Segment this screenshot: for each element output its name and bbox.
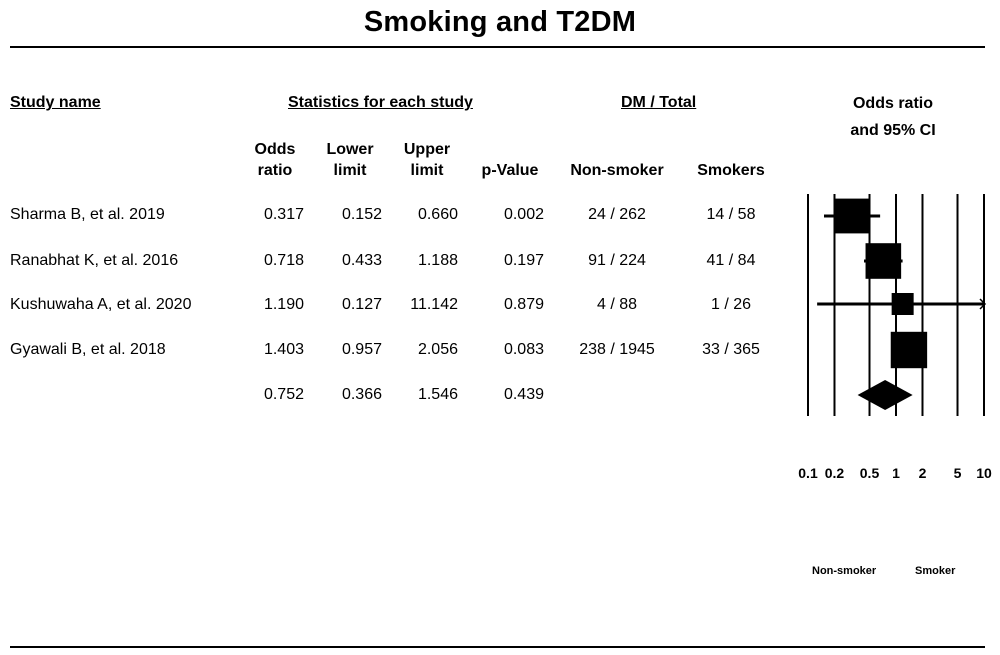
non-smoker-cell: 91 / 224 — [588, 252, 646, 269]
odds-ratio-column-header: Odds ratio — [245, 139, 305, 181]
forest-plot-marks — [817, 198, 987, 410]
smokers-column-header: Smokers — [697, 162, 765, 179]
odds-ratio-header-line1: Odds — [254, 141, 296, 158]
tick-label: 2 — [919, 465, 927, 481]
forest-plot: 0.1 0.2 0.5 1 2 5 10 — [798, 194, 992, 481]
upper-limit-header-line1: Upper — [403, 141, 451, 158]
forest-plot-tick-labels: 0.1 0.2 0.5 1 2 5 10 — [798, 465, 992, 481]
p-value-column-header: p-Value — [481, 162, 539, 179]
odds-ratio-header-line2: ratio — [257, 162, 293, 179]
study-name-cell: Ranabhat K, et al. 2016 — [10, 252, 179, 269]
tick-label: 0.2 — [825, 465, 845, 481]
tick-label: 0.5 — [860, 465, 880, 481]
study-name-cell: Kushuwaha A, et al. 2020 — [10, 296, 192, 313]
bottom-rule — [10, 646, 985, 648]
upper-limit-header-line2: limit — [410, 162, 444, 179]
upper-limit-cell: 2.056 — [417, 341, 458, 358]
favours-smoker-label: Smoker — [915, 565, 956, 577]
favours-non-smoker-label: Non-smoker — [812, 565, 877, 577]
lower-limit-header-line1: Lower — [326, 141, 374, 158]
summary-odds-ratio-cell: 0.752 — [263, 386, 304, 403]
p-value-cell: 0.002 — [503, 206, 544, 223]
tick-label: 5 — [954, 465, 962, 481]
upper-limit-cell: 0.660 — [417, 206, 458, 223]
tick-label: 1 — [892, 465, 900, 481]
lower-limit-cell: 0.433 — [341, 252, 382, 269]
study-square — [890, 331, 928, 369]
non-smoker-cell: 24 / 262 — [588, 206, 646, 223]
smokers-cell: 1 / 26 — [710, 296, 752, 313]
non-smoker-cell: 4 / 88 — [596, 296, 638, 313]
non-smoker-cell: 238 / 1945 — [579, 341, 655, 358]
tick-label: 0.1 — [798, 465, 818, 481]
upper-limit-cell: 1.188 — [417, 252, 458, 269]
lower-limit-cell: 0.957 — [341, 341, 382, 358]
summary-diamond — [857, 380, 913, 410]
top-rule — [10, 46, 985, 48]
p-value-cell: 0.197 — [503, 252, 544, 269]
study-name-header: Study name — [10, 94, 101, 111]
statistics-header: Statistics for each study — [288, 94, 473, 111]
tick-label: 10 — [976, 465, 992, 481]
study-square — [834, 198, 870, 234]
upper-limit-column-header: Upper limit — [395, 139, 459, 181]
lower-limit-column-header: Lower limit — [318, 139, 382, 181]
odds-ratio-cell: 1.190 — [263, 296, 304, 313]
page-title: Smoking and T2DM — [363, 6, 637, 38]
smokers-cell: 33 / 365 — [702, 341, 760, 358]
upper-limit-cell: 11.142 — [410, 296, 458, 313]
lower-limit-cell: 0.152 — [341, 206, 382, 223]
study-name-cell: Gyawali B, et al. 2018 — [10, 341, 166, 358]
p-value-cell: 0.879 — [503, 296, 544, 313]
plot-title-line2: and 95% CI — [850, 122, 936, 139]
lower-limit-cell: 0.127 — [341, 296, 382, 313]
study-square — [865, 243, 902, 279]
odds-ratio-cell: 0.317 — [263, 206, 304, 223]
non-smoker-column-header: Non-smoker — [570, 162, 664, 179]
smokers-cell: 41 / 84 — [706, 252, 756, 269]
ci-arrow — [979, 298, 987, 310]
plot-title: Odds ratio and 95% CI — [803, 90, 983, 144]
smokers-cell: 14 / 58 — [706, 206, 756, 223]
study-name-cell: Sharma B, et al. 2019 — [10, 206, 165, 223]
p-value-cell: 0.083 — [503, 341, 544, 358]
study-square — [891, 293, 914, 315]
summary-lower-limit-cell: 0.366 — [341, 386, 382, 403]
lower-limit-header-line2: limit — [333, 162, 367, 179]
odds-ratio-cell: 0.718 — [263, 252, 304, 269]
summary-upper-limit-cell: 1.546 — [417, 386, 458, 403]
odds-ratio-cell: 1.403 — [263, 341, 304, 358]
plot-title-line1: Odds ratio — [852, 95, 933, 112]
dm-total-header: DM / Total — [621, 94, 697, 111]
summary-p-value-cell: 0.439 — [503, 386, 544, 403]
